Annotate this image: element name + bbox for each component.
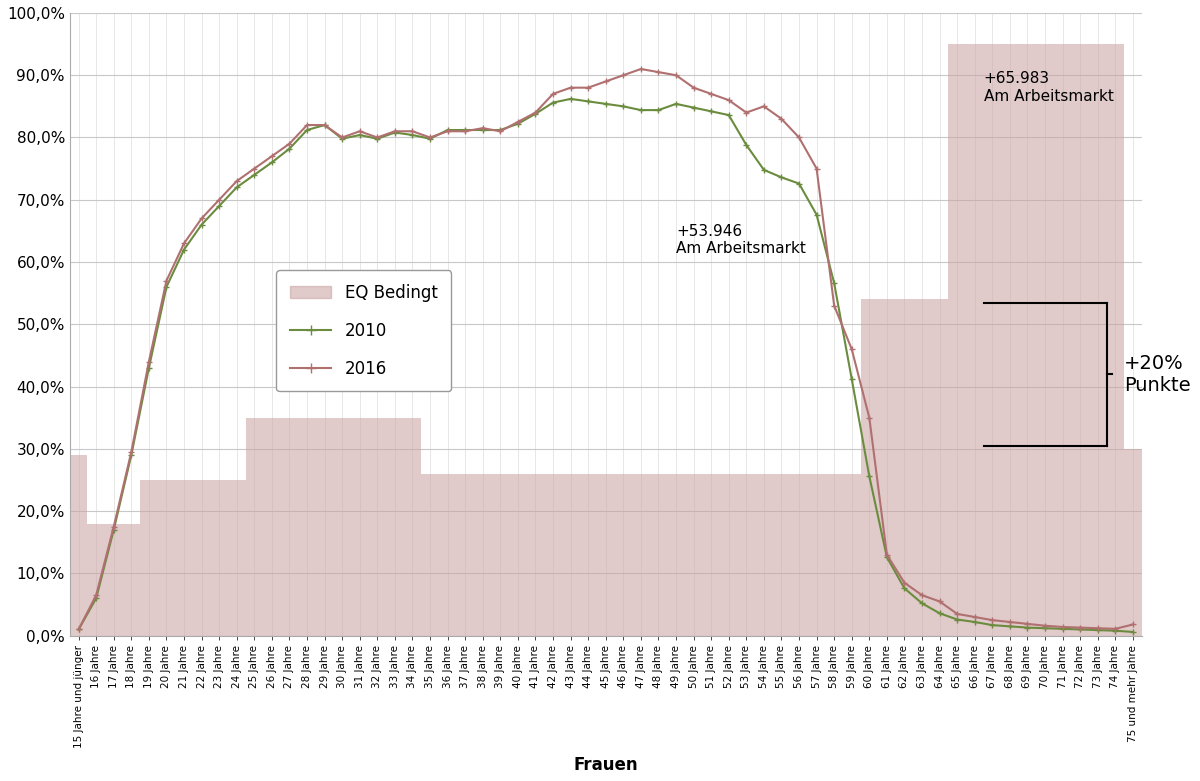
Bar (948, 44, 1124, 636)
Bar (70, 455, 88, 636)
Text: +65.983
Am Arbeitsmarkt: +65.983 Am Arbeitsmarkt (984, 72, 1114, 104)
Bar (860, 299, 948, 636)
Legend: EQ Bedingt, 2010, 2016: EQ Bedingt, 2010, 2016 (276, 270, 451, 391)
Bar (1124, 449, 1141, 636)
Bar (421, 474, 860, 636)
X-axis label: Frauen: Frauen (574, 756, 638, 774)
Text: +53.946
Am Arbeitsmarkt: +53.946 Am Arbeitsmarkt (676, 224, 806, 256)
Bar (246, 418, 421, 636)
Text: +20%
Punkte: +20% Punkte (1124, 354, 1190, 394)
Bar (88, 523, 140, 636)
Bar (140, 480, 246, 636)
